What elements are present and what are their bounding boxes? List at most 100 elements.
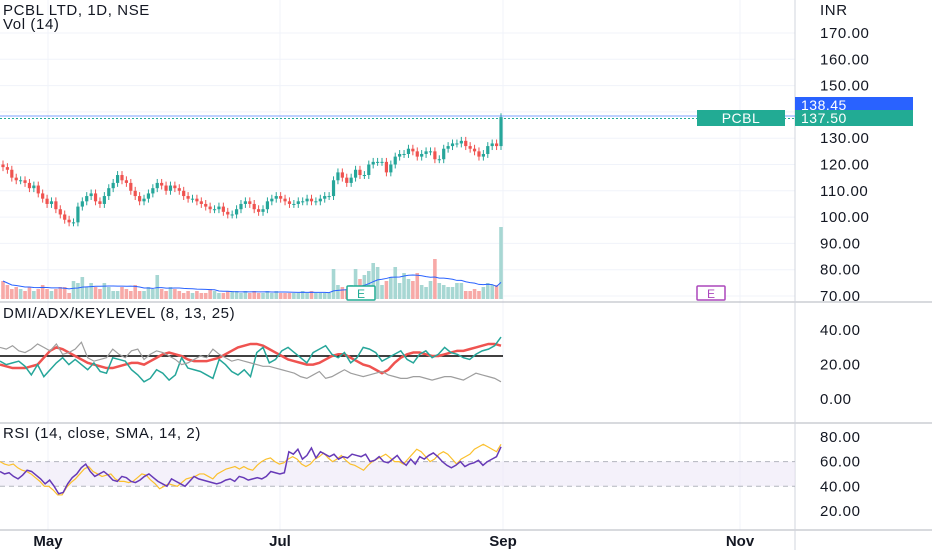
candle-body[interactable] (133, 190, 137, 197)
candle-body[interactable] (173, 185, 177, 189)
candle-body[interactable] (415, 151, 419, 157)
candle-body[interactable] (257, 209, 261, 212)
earnings-box[interactable] (346, 285, 376, 301)
rsi-line[interactable] (0, 446, 502, 495)
candle-body[interactable] (14, 177, 18, 181)
candle-body[interactable] (120, 175, 124, 181)
candle-body[interactable] (371, 161, 375, 165)
candle-body[interactable] (279, 196, 283, 199)
candle-body[interactable] (27, 182, 32, 189)
candle-body[interactable] (459, 140, 463, 144)
candle-body[interactable] (389, 164, 393, 173)
candle-body[interactable] (287, 201, 292, 204)
candle-body[interactable] (428, 151, 433, 153)
candle-body[interactable] (129, 182, 133, 191)
candle-body[interactable] (186, 196, 190, 199)
currency-unit[interactable]: INR (820, 2, 848, 19)
candle-body[interactable] (499, 117, 503, 147)
candle-body[interactable] (155, 182, 159, 189)
earnings-marker[interactable]: E (346, 285, 376, 301)
candle-body[interactable] (323, 196, 327, 199)
candle-body[interactable] (23, 180, 27, 183)
candle-body[interactable] (450, 143, 455, 147)
candle-body[interactable] (115, 175, 120, 183)
candle-body[interactable] (67, 219, 71, 223)
candle-body[interactable] (380, 161, 384, 163)
adx-line[interactable] (0, 342, 502, 375)
candle-body[interactable] (305, 198, 309, 202)
time-tick-label[interactable]: Sep (489, 533, 517, 550)
candle-body[interactable] (89, 193, 93, 197)
candle-body[interactable] (455, 143, 459, 145)
candle-body[interactable] (362, 175, 366, 177)
rsi-sma-line[interactable] (0, 443, 502, 496)
candle-body[interactable] (345, 177, 349, 183)
candle-body[interactable] (212, 209, 217, 211)
candle-body[interactable] (1, 164, 5, 168)
candle-body[interactable] (168, 185, 173, 191)
candle-body[interactable] (472, 148, 477, 152)
candle-body[interactable] (406, 148, 411, 154)
candle-body[interactable] (111, 182, 115, 189)
earnings-marker[interactable]: E (696, 285, 726, 301)
candle-body[interactable] (393, 156, 397, 165)
candle-body[interactable] (243, 201, 247, 204)
candle-body[interactable] (420, 153, 424, 157)
candle-body[interactable] (261, 209, 265, 212)
candle-body[interactable] (177, 188, 181, 191)
candle-body[interactable] (5, 167, 10, 170)
candle-body[interactable] (217, 206, 221, 210)
candle-body[interactable] (49, 201, 54, 204)
candle-body[interactable] (336, 172, 340, 181)
candle-body[interactable] (138, 196, 142, 202)
candle-body[interactable] (142, 198, 146, 202)
candle-body[interactable] (160, 182, 164, 186)
candle-body[interactable] (411, 148, 415, 152)
candle-body[interactable] (234, 209, 239, 215)
candle-body[interactable] (477, 151, 481, 157)
candle-body[interactable] (398, 153, 402, 157)
candle-body[interactable] (182, 190, 186, 197)
candle-body[interactable] (358, 169, 362, 176)
candle-body[interactable] (226, 211, 230, 215)
candle-body[interactable] (76, 206, 80, 223)
candle-body[interactable] (248, 201, 252, 204)
candle-body[interactable] (446, 146, 450, 149)
candle-body[interactable] (331, 180, 336, 197)
candle-body[interactable] (190, 198, 195, 200)
candle-body[interactable] (36, 185, 40, 194)
candle-body[interactable] (93, 193, 98, 202)
earnings-box[interactable] (696, 285, 726, 301)
candle-body[interactable] (424, 151, 428, 154)
price-pane[interactable] (0, 113, 795, 227)
candle-body[interactable] (19, 180, 23, 182)
candle-body[interactable] (486, 146, 490, 154)
candle-body[interactable] (402, 153, 406, 155)
candle-body[interactable] (274, 196, 278, 199)
candle-body[interactable] (85, 196, 89, 202)
time-tick-label[interactable]: Jul (269, 533, 291, 550)
time-tick-label[interactable]: Nov (726, 533, 755, 550)
candle-body[interactable] (45, 198, 49, 204)
di-minus-line[interactable] (0, 341, 502, 383)
candle-body[interactable] (146, 193, 151, 199)
candle-body[interactable] (494, 143, 499, 147)
candle-body[interactable] (384, 161, 389, 173)
candle-body[interactable] (327, 196, 331, 198)
candle-body[interactable] (349, 177, 353, 183)
candle-body[interactable] (102, 196, 106, 204)
candle-body[interactable] (490, 143, 494, 147)
candle-body[interactable] (10, 169, 14, 178)
candle-body[interactable] (195, 198, 199, 202)
candle-body[interactable] (107, 188, 111, 197)
candle-body[interactable] (239, 203, 243, 210)
candle-body[interactable] (151, 188, 155, 194)
price-axis[interactable]: 70.00 80.00 90.00 100.00 110.00 120.00 130.00 1… (820, 25, 869, 520)
candle-body[interactable] (204, 203, 208, 207)
candle-body[interactable] (58, 209, 62, 215)
candle-body[interactable] (314, 201, 318, 203)
time-tick-label[interactable]: May (33, 533, 63, 550)
candle-body[interactable] (164, 185, 168, 191)
candle-body[interactable] (221, 206, 225, 212)
